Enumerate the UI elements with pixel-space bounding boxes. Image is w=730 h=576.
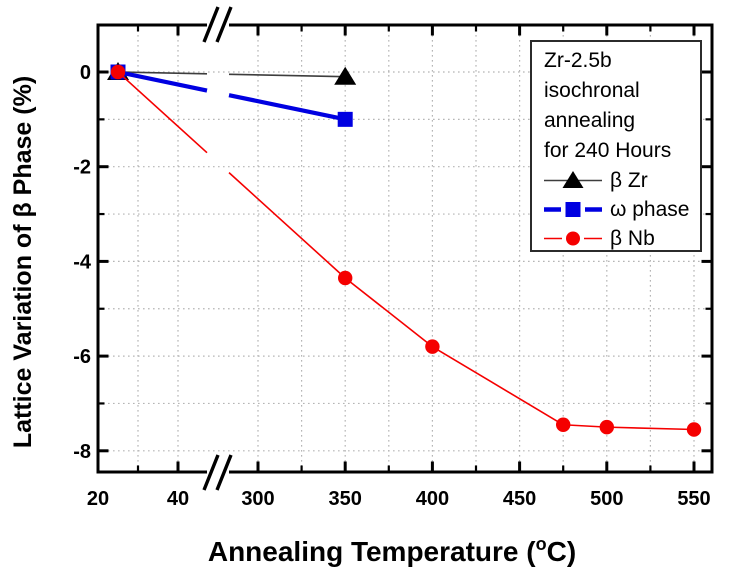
- circle-marker: [338, 270, 353, 286]
- legend-marker-circle-icon: [544, 224, 602, 253]
- series-beta-nb: [110, 64, 702, 437]
- legend-item-omega-phase: ω phase: [544, 195, 700, 224]
- series-beta-zr: [107, 62, 357, 85]
- x-axis-title: Annealing Temperature (oC): [208, 534, 576, 567]
- legend-title-line: for 240 Hours: [544, 139, 672, 162]
- circle-marker: [686, 422, 702, 437]
- x-tick-label: 40: [167, 488, 189, 510]
- legend-title-line: annealing: [544, 109, 636, 132]
- square-marker: [337, 111, 353, 127]
- legend-item-label: β Zr: [610, 168, 648, 192]
- y-tick-label: -8: [73, 441, 91, 463]
- legend-item-beta-zr: β Zr: [544, 166, 700, 195]
- y-tick-label: -6: [73, 346, 91, 368]
- x-tick-label: 450: [503, 488, 536, 510]
- y-tick-label: -4: [73, 251, 92, 273]
- legend-item-beta-nb: β Nb: [544, 224, 700, 253]
- legend-title: Zr-2.5b isochronal annealing for 240 Hou…: [544, 46, 700, 166]
- y-tick-label: -2: [73, 157, 91, 179]
- circle-marker: [110, 64, 126, 80]
- x-tick-label: 500: [590, 488, 623, 510]
- x-tick-label: 350: [329, 488, 362, 510]
- x-tick-label: 400: [416, 488, 449, 510]
- axis-labels: 0 -2 -4 -6 -8 20 40 300 350 400 450 500 550 Lattice V…: [9, 62, 711, 567]
- x-tick-label: 550: [677, 488, 710, 510]
- data-series: [107, 62, 702, 437]
- triangle-marker: [334, 66, 357, 85]
- legend-item-label: ω phase: [610, 197, 690, 221]
- circle-marker: [556, 417, 571, 432]
- legend-title-line: Zr-2.5b: [544, 49, 612, 72]
- y-axis-title: Lattice Variation of β Phase (%): [9, 76, 37, 448]
- legend-box: Zr-2.5b isochronal annealing for 240 Hou…: [530, 40, 702, 252]
- circle-marker: [425, 339, 440, 354]
- x-tick-label: 20: [87, 488, 109, 510]
- y-tick-label: 0: [80, 62, 91, 84]
- circle-marker: [599, 419, 614, 435]
- x-tick-label: 300: [241, 488, 274, 510]
- legend-item-label: β Nb: [610, 226, 655, 250]
- legend-title-line: isochronal: [544, 79, 640, 102]
- axis-break-icon: [202, 6, 233, 491]
- axes: [96, 6, 714, 491]
- legend-marker-square-icon: [544, 195, 602, 224]
- legend-marker-triangle-icon: [544, 166, 602, 195]
